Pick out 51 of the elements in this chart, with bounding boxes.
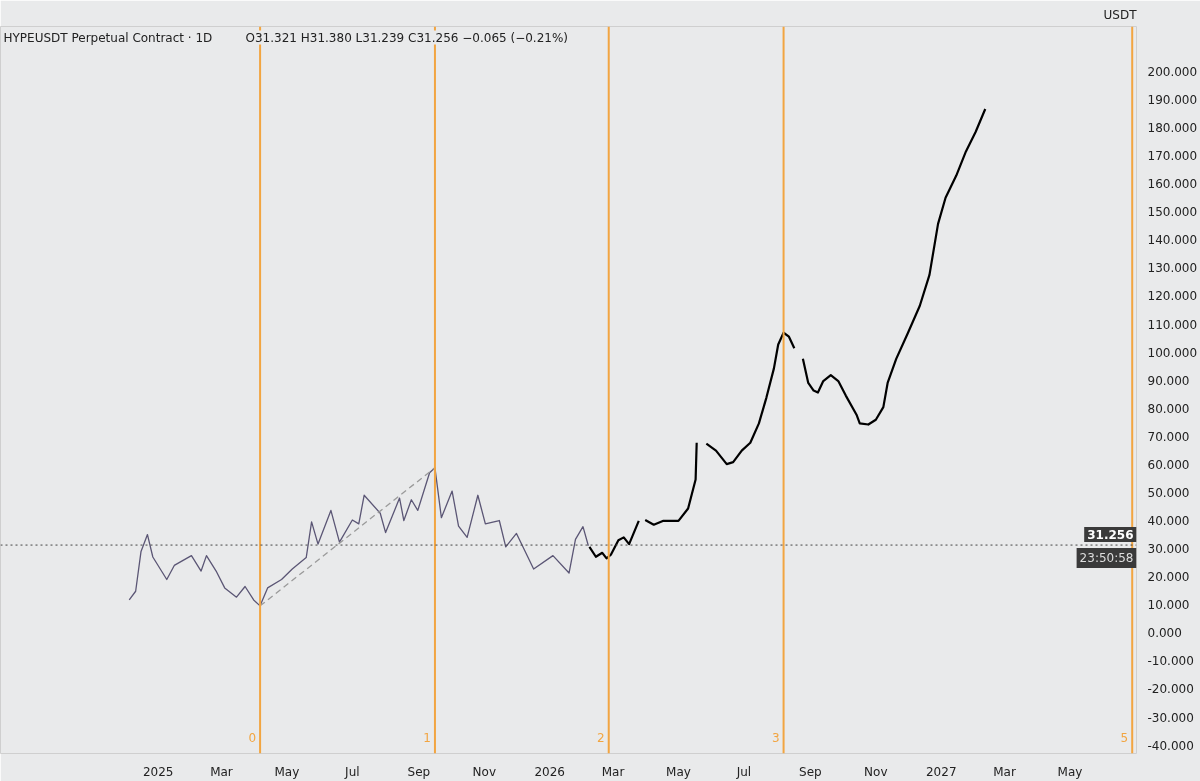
y-tick-label: 200.000 [1147,64,1198,79]
annotation: 23:50:58 [1079,551,1134,566]
y-tick-label: 140.000 [1147,233,1198,248]
y-tick-label: 70.000 [1147,429,1190,444]
x-tick-label: 2026 [534,764,565,779]
ref-line-label: 31.256 [1087,528,1134,543]
y-tick-label: 80.000 [1147,401,1190,416]
line-series [128,467,589,607]
y-tick-label: 0.000 [1147,626,1182,641]
x-tick-label: 2025 [142,764,174,779]
y-tick-label: 90.000 [1147,373,1190,388]
y-tick-label: 40.000 [1147,514,1190,529]
y-tick-label: 100.000 [1147,345,1198,360]
x-tick-label: Mar [601,764,625,779]
y-tick-label: 110.000 [1147,317,1198,332]
y-tick-label: -40.000 [1147,738,1194,753]
x-tick-label: Nov [864,764,888,779]
y-tick-label: 170.000 [1147,149,1198,164]
x-tick-label: Jul [735,764,752,779]
y-tick-label: 180.000 [1147,121,1198,136]
y-tick-label: 190.000 [1147,92,1198,107]
x-tick-label: Sep [407,764,431,779]
y-tick-label: -20.000 [1147,682,1194,697]
y-tick-label: -30.000 [1147,710,1194,725]
y-tick-label: 60.000 [1147,457,1190,472]
y-tick-label: 50.000 [1147,485,1190,500]
x-tick-label: Nov [472,764,496,779]
x-tick-label: May [274,764,300,779]
ref-line-label: 5 [1120,730,1129,745]
x-tick-label: Sep [799,764,822,779]
chart-title: HYPEUSDT Perpetual Contract · 1D [3,30,213,45]
y-axis-title: USDT [1103,7,1138,22]
x-tick-label: Mar [993,764,1016,779]
y-tick-label: 10.000 [1147,598,1190,613]
ref-line-label: 1 [423,730,431,745]
y-tick-label: 150.000 [1147,205,1198,220]
x-tick-label: Jul [344,764,360,779]
x-tick-label: May [666,764,691,779]
y-tick-label: -10.000 [1147,654,1194,669]
ref-line-label: 2 [597,730,605,745]
chart-subtitle: O31.321 H31.380 L31.239 C31.256 −0.065 (−0.21%) [245,30,569,45]
ref-line-label: 3 [771,730,780,745]
y-tick-label: 130.000 [1147,261,1198,276]
y-tick-label: 30.000 [1147,542,1190,557]
y-tick-label: 160.000 [1147,177,1198,192]
x-tick-label: 2027 [926,764,957,779]
y-tick-label: 20.000 [1147,570,1190,585]
x-tick-label: Mar [210,764,233,779]
y-tick-label: 120.000 [1147,289,1198,304]
ref-line-label: 0 [248,730,257,745]
x-tick-label: May [1057,764,1083,779]
